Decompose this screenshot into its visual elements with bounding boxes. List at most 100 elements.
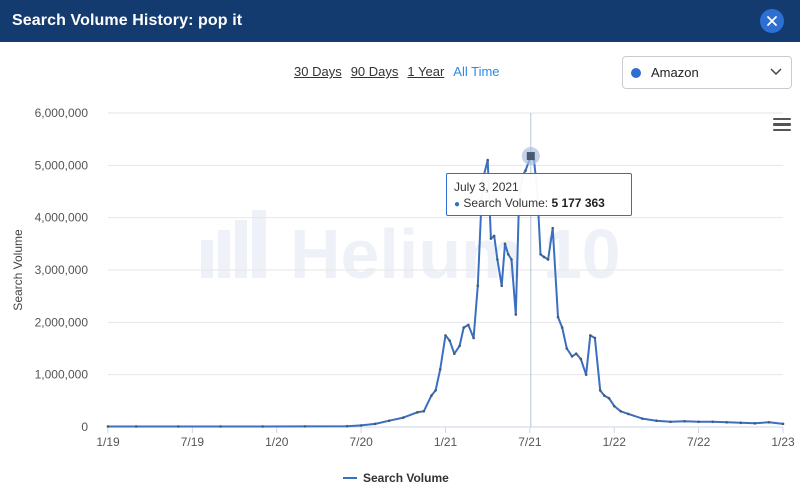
legend-label: Search Volume	[363, 471, 449, 485]
data-point[interactable]	[753, 422, 757, 425]
data-point[interactable]	[462, 326, 466, 329]
hamburger-menu-icon[interactable]	[773, 118, 791, 132]
data-point[interactable]	[106, 425, 110, 428]
data-point[interactable]	[711, 420, 714, 424]
x-axis-ticks: 1/19 7/19 1/20 7/20 1/21 7/21 1/22 7/22 1/23	[96, 427, 795, 449]
data-point[interactable]	[588, 334, 592, 337]
data-point[interactable]	[373, 422, 377, 426]
data-point[interactable]	[612, 404, 616, 408]
hover-point	[526, 152, 535, 161]
data-point[interactable]	[593, 336, 597, 340]
data-point[interactable]	[560, 326, 564, 329]
data-point[interactable]	[303, 425, 307, 428]
data-point[interactable]	[177, 425, 180, 428]
data-point[interactable]	[607, 396, 611, 400]
data-point[interactable]	[416, 411, 419, 414]
data-point[interactable]	[430, 394, 433, 397]
data-point[interactable]	[345, 424, 349, 428]
data-point[interactable]	[496, 258, 499, 261]
y-tick-label: 4,000,000	[35, 211, 89, 225]
data-point[interactable]	[542, 255, 546, 259]
data-point[interactable]	[570, 355, 574, 358]
data-point[interactable]	[503, 242, 507, 246]
data-point[interactable]	[422, 410, 426, 413]
data-point[interactable]	[539, 253, 542, 256]
data-point[interactable]	[524, 169, 527, 172]
data-point[interactable]	[683, 419, 686, 423]
tooltip-dot-icon: ●	[454, 199, 461, 210]
y-tick-label: 3,000,000	[35, 263, 89, 277]
x-tick-label: 1/22	[603, 435, 627, 449]
data-point[interactable]	[359, 424, 363, 427]
data-point[interactable]	[387, 419, 391, 423]
x-tick-label: 7/20	[349, 435, 373, 449]
data-point[interactable]	[584, 373, 588, 376]
data-point[interactable]	[641, 417, 644, 420]
range-90-days[interactable]: 90 Days	[350, 64, 399, 79]
data-point[interactable]	[556, 315, 560, 319]
y-tick-label: 0	[81, 420, 88, 434]
data-point[interactable]	[476, 284, 480, 288]
y-tick-label: 5,000,000	[35, 158, 89, 172]
data-point[interactable]	[489, 237, 493, 240]
data-point[interactable]	[574, 352, 578, 356]
data-point[interactable]	[598, 389, 602, 392]
range-1-year[interactable]: 1 Year	[407, 64, 445, 79]
data-point[interactable]	[261, 425, 264, 428]
data-point[interactable]	[458, 344, 461, 348]
data-point[interactable]	[486, 158, 489, 162]
close-button[interactable]	[760, 9, 784, 33]
range-30-days[interactable]: 30 Days	[294, 64, 342, 79]
data-point[interactable]	[781, 422, 785, 426]
data-point[interactable]	[739, 421, 743, 425]
data-point[interactable]	[134, 425, 138, 428]
data-point[interactable]	[767, 420, 771, 424]
modal-title: Search Volume History: pop it	[12, 12, 243, 29]
data-point[interactable]	[467, 323, 470, 327]
data-point[interactable]	[510, 258, 513, 261]
data-point[interactable]	[452, 352, 456, 356]
data-point[interactable]	[579, 357, 583, 361]
marketplace-select[interactable]: Amazon	[622, 56, 792, 89]
watermark-logo: Helium 10	[201, 210, 621, 293]
x-tick-label: 7/19	[181, 435, 205, 449]
range-all-time[interactable]: All Time	[453, 64, 500, 79]
data-point[interactable]	[697, 420, 700, 424]
data-point[interactable]	[565, 347, 569, 350]
data-point[interactable]	[619, 410, 623, 413]
data-point[interactable]	[438, 368, 442, 371]
y-tick-label: 2,000,000	[35, 315, 89, 329]
data-point[interactable]	[434, 389, 437, 392]
tooltip-date: July 3, 2021	[454, 180, 519, 194]
grid-lines	[108, 112, 783, 428]
data-point[interactable]	[506, 253, 510, 256]
close-icon	[767, 16, 777, 26]
legend-line-icon	[343, 477, 357, 479]
time-range-links: 30 Days 90 Days 1 Year All Time	[294, 64, 500, 79]
tooltip-value: 5 177 363	[551, 196, 605, 210]
legend-item-search-volume[interactable]: Search Volume	[343, 471, 449, 485]
data-point[interactable]	[492, 234, 496, 238]
watermark-text: Helium 10	[290, 215, 621, 293]
data-point[interactable]	[669, 420, 672, 424]
data-point[interactable]	[500, 284, 504, 288]
data-point[interactable]	[514, 313, 518, 316]
data-point[interactable]	[444, 334, 447, 337]
data-point[interactable]	[627, 412, 630, 416]
data-point[interactable]	[725, 420, 729, 424]
y-tick-label: 1,000,000	[35, 368, 89, 382]
data-point[interactable]	[402, 416, 405, 419]
y-axis-ticks: 0 1,000,000 2,000,000 3,000,000 4,000,000 5,0…	[35, 106, 89, 434]
x-tick-label: 7/22	[687, 435, 711, 449]
data-point[interactable]	[448, 339, 451, 342]
x-tick-label: 1/23	[771, 435, 795, 449]
data-point[interactable]	[546, 258, 550, 261]
data-point[interactable]	[219, 425, 222, 428]
data-point[interactable]	[472, 336, 475, 340]
data-point[interactable]	[551, 226, 555, 230]
x-tick-label: 1/20	[265, 435, 289, 449]
data-point[interactable]	[603, 394, 606, 397]
marketplace-label: Amazon	[651, 65, 699, 80]
data-point[interactable]	[655, 419, 658, 423]
